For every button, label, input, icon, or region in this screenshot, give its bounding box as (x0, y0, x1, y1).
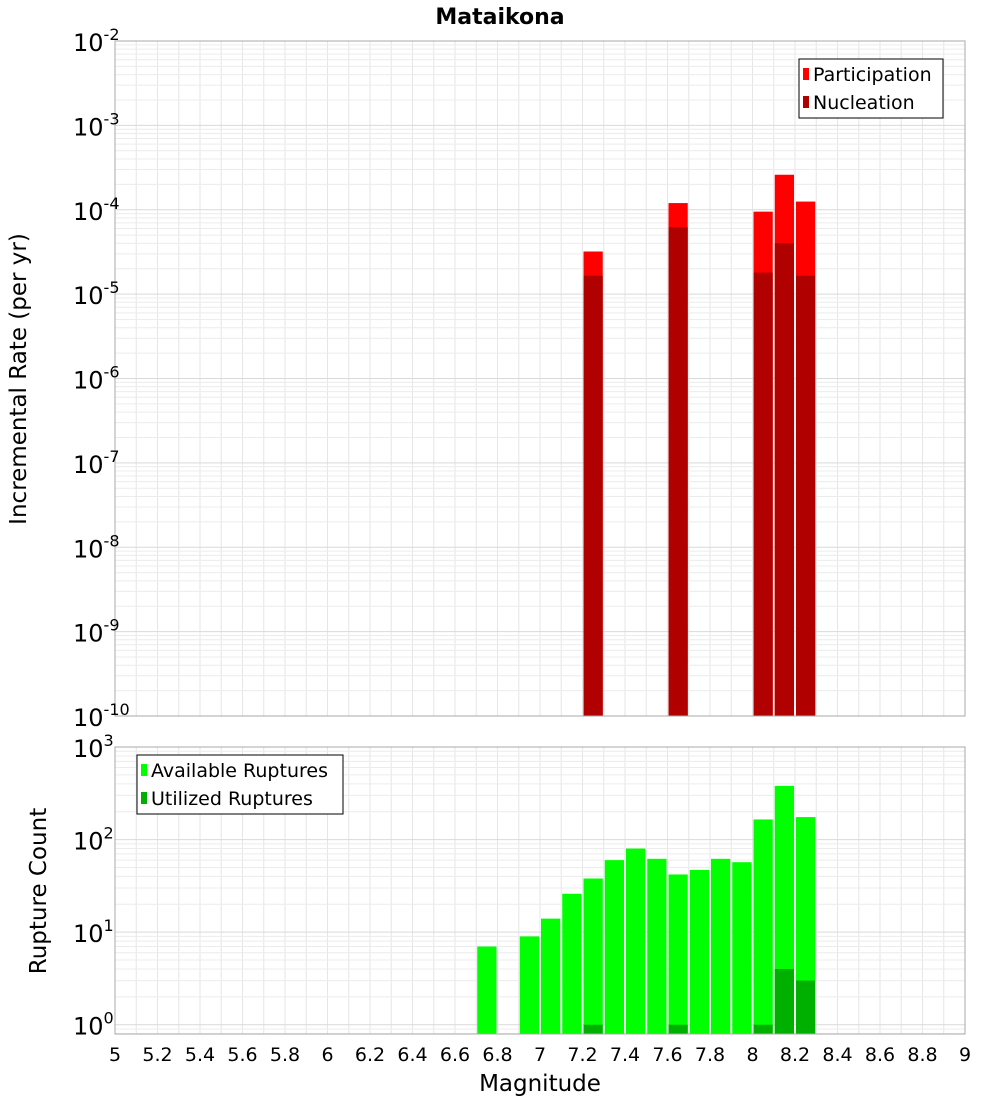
x-tick-label: 7.6 (652, 1044, 682, 1066)
x-tick-label: 8.2 (780, 1044, 810, 1066)
bottom-y-tick-label: 101 (73, 916, 114, 948)
x-tick-label: 5.6 (227, 1044, 257, 1066)
top-y-axis-label: Incremental Rate (per yr) (6, 233, 32, 525)
x-tick-label: 9 (959, 1044, 971, 1066)
top-legend-swatch (803, 96, 809, 108)
bottom-bar (583, 1024, 603, 1034)
bottom-series-2 (583, 969, 816, 1034)
bottom-bar (796, 817, 816, 1034)
bottom-legend-swatch (141, 792, 147, 804)
x-axis-label: Magnitude (479, 1071, 601, 1097)
bottom-bar (796, 980, 816, 1034)
bottom-legend-box (136, 754, 344, 815)
top-y-tick-label: 10-5 (73, 278, 120, 310)
top-bar (753, 272, 773, 716)
bottom-series-1 (477, 785, 816, 1034)
x-tick-label: 8.4 (822, 1044, 852, 1066)
top-bar (774, 243, 794, 717)
top-legend-box (798, 58, 944, 119)
chart-title: Mataikona (435, 5, 564, 30)
top-legend: Participation Nucleation (798, 58, 944, 119)
top-y-tick-label: 10-8 (73, 531, 120, 563)
top-gridlines (114, 41, 966, 717)
top-legend-label: Participation (813, 64, 932, 86)
bottom-bar (477, 946, 497, 1034)
x-tick-label: 5.8 (270, 1044, 300, 1066)
top-y-tick-label: 10-7 (73, 447, 120, 479)
x-tick-label: 6 (321, 1044, 333, 1066)
bottom-legend: Available Ruptures Utilized Ruptures (136, 754, 344, 815)
bottom-bar (774, 969, 794, 1034)
bottom-y-axis-label: Rupture Count (26, 808, 52, 974)
bottom-legend-label: Available Ruptures (151, 760, 328, 782)
top-legend-label: Nucleation (813, 92, 915, 114)
bottom-bar (668, 874, 688, 1034)
x-tick-label: 8.8 (907, 1044, 937, 1066)
top-y-tick-label: 10-3 (73, 109, 120, 141)
top-y-tick-labels: 10-10 10-9 10-8 10-7 10-6 10-5 10-4 10-3 10-2 (73, 25, 130, 732)
bottom-bar (519, 936, 539, 1034)
bottom-bar (668, 1024, 688, 1034)
bottom-bar (732, 862, 752, 1034)
bottom-y-tick-label: 100 (73, 1009, 114, 1041)
x-tick-label: 8.6 (865, 1044, 895, 1066)
top-bar (583, 275, 603, 716)
x-tick-label: 6.4 (397, 1044, 427, 1066)
top-bar (668, 227, 688, 716)
bottom-y-tick-labels: 100 101 102 103 (73, 731, 114, 1041)
bottom-y-tick-label: 102 (73, 824, 114, 856)
bottom-y-tick-label: 103 (73, 731, 114, 763)
x-tick-label: 6.2 (355, 1044, 385, 1066)
top-y-tick-label: 10-10 (73, 700, 130, 732)
bottom-bar (604, 860, 624, 1034)
top-plot-frame (114, 40, 966, 717)
top-y-tick-label: 10-6 (73, 363, 120, 395)
x-tick-label: 5.4 (185, 1044, 215, 1066)
x-tick-label: 6.8 (482, 1044, 512, 1066)
bottom-bar (689, 869, 709, 1034)
bottom-bar (562, 893, 582, 1034)
x-tick-label: 7.2 (567, 1044, 597, 1066)
x-tick-label: 6.6 (440, 1044, 470, 1066)
bottom-plot-frame (114, 746, 966, 1035)
top-legend-swatch (803, 68, 809, 80)
x-tick-label: 5.2 (142, 1044, 172, 1066)
x-tick-label: 8 (746, 1044, 758, 1066)
bottom-x-tick-labels: 5 5.2 5.4 5.6 5.8 6 6.2 6.4 6.6 6.8 7 7.2 7.4 7.6 7.8 8… (109, 1044, 971, 1066)
x-tick-label: 7.8 (695, 1044, 725, 1066)
bottom-bar (753, 819, 773, 1034)
top-y-tick-label: 10-2 (73, 25, 120, 57)
x-tick-label: 7 (534, 1044, 546, 1066)
top-plot-panel: 10-10 10-9 10-8 10-7 10-6 10-5 10-4 10-3 10-2 Par… (73, 25, 966, 732)
bottom-bar (647, 858, 667, 1034)
bottom-bar (626, 848, 646, 1034)
x-tick-label: 7.4 (610, 1044, 640, 1066)
top-series-2 (583, 227, 816, 717)
bottom-bar (583, 878, 603, 1034)
bottom-bar (541, 918, 561, 1034)
top-y-tick-label: 10-9 (73, 616, 120, 648)
top-bar (796, 275, 816, 716)
bottom-legend-label: Utilized Ruptures (151, 788, 313, 810)
bottom-legend-swatch (141, 764, 147, 776)
bottom-bar (753, 1024, 773, 1034)
top-y-tick-label: 10-4 (73, 194, 120, 226)
x-tick-label: 5 (109, 1044, 121, 1066)
bottom-bar (711, 858, 731, 1034)
